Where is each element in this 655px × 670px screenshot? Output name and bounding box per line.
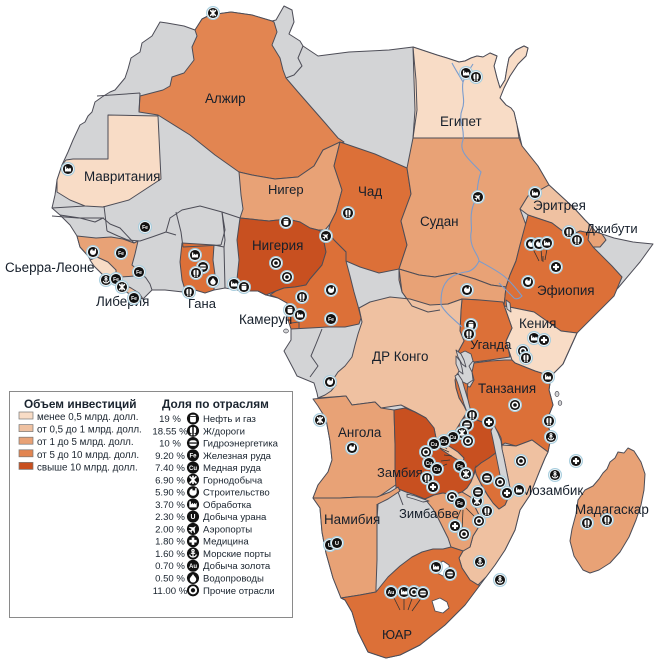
svg-text:от 1 до 5 млрд. долл.: от 1 до 5 млрд. долл. bbox=[37, 437, 134, 448]
svg-text:1.80 %: 1.80 % bbox=[155, 537, 185, 548]
svg-text:2.30 %: 2.30 % bbox=[155, 512, 185, 523]
svg-text:19 %: 19 % bbox=[159, 414, 181, 425]
svg-text:Прочие отрасли: Прочие отрасли bbox=[203, 586, 275, 597]
svg-text:Железная руда: Железная руда bbox=[203, 451, 272, 462]
svg-text:менее 0,5 млрд. долл.: менее 0,5 млрд. долл. bbox=[37, 412, 139, 423]
svg-text:10 %: 10 % bbox=[159, 439, 181, 450]
svg-text:Гана: Гана bbox=[188, 296, 217, 311]
svg-text:ЮАР: ЮАР bbox=[382, 627, 412, 642]
svg-text:свыше 10 млрд. долл.: свыше 10 млрд. долл. bbox=[37, 462, 138, 473]
svg-text:Камерун: Камерун bbox=[239, 312, 292, 327]
svg-text:Доля по отраслям: Доля по отраслям bbox=[162, 397, 269, 411]
svg-text:Ангола: Ангола bbox=[338, 425, 382, 440]
svg-text:Эфиопия: Эфиопия bbox=[537, 283, 595, 298]
svg-text:Либерия: Либерия bbox=[96, 294, 149, 309]
svg-text:Ж/дороги: Ж/дороги bbox=[203, 426, 245, 437]
svg-text:Танзания: Танзания bbox=[478, 381, 536, 396]
svg-text:2.00 %: 2.00 % bbox=[155, 524, 185, 535]
svg-text:Алжир: Алжир bbox=[205, 91, 246, 106]
svg-text:Чад: Чад bbox=[358, 184, 382, 199]
svg-text:Уганда: Уганда bbox=[470, 337, 512, 352]
svg-text:Замбия: Замбия bbox=[377, 465, 423, 480]
svg-text:Морские порты: Морские порты bbox=[203, 549, 271, 560]
svg-text:11.00 %: 11.00 % bbox=[153, 586, 188, 597]
svg-text:Объем инвестиций: Объем инвестиций bbox=[24, 397, 137, 411]
svg-text:Зимбабве: Зимбабве bbox=[399, 506, 459, 521]
svg-text:Эритрея: Эритрея bbox=[533, 198, 586, 213]
svg-text:ДР Конго: ДР Конго bbox=[372, 349, 428, 364]
svg-text:7.40 %: 7.40 % bbox=[155, 463, 185, 474]
svg-text:Горнодобыча: Горнодобыча bbox=[203, 475, 263, 486]
svg-text:Обработка: Обработка bbox=[203, 500, 252, 511]
svg-text:5.90 %: 5.90 % bbox=[155, 488, 185, 499]
svg-text:9.20 %: 9.20 % bbox=[155, 451, 185, 462]
svg-text:Аэропорты: Аэропорты bbox=[203, 524, 252, 535]
svg-text:Медицина: Медицина bbox=[203, 537, 249, 548]
svg-text:Нигер: Нигер bbox=[268, 182, 304, 197]
svg-text:3.70 %: 3.70 % bbox=[155, 500, 185, 511]
svg-text:Добыча урана: Добыча урана bbox=[203, 512, 267, 523]
svg-text:Медная руда: Медная руда bbox=[203, 463, 262, 474]
svg-text:Джибути: Джибути bbox=[586, 221, 638, 236]
svg-text:Водопроводы: Водопроводы bbox=[203, 574, 264, 585]
svg-text:0.50 %: 0.50 % bbox=[155, 574, 185, 585]
svg-text:Строительство: Строительство bbox=[203, 488, 270, 499]
svg-text:от 0,5 до 1 млрд. долл.: от 0,5 до 1 млрд. долл. bbox=[37, 425, 142, 436]
svg-text:1.60 %: 1.60 % bbox=[155, 549, 185, 560]
svg-text:Мозамбик: Мозамбик bbox=[521, 483, 583, 498]
svg-text:Гидроэнергетика: Гидроэнергетика bbox=[203, 439, 279, 450]
svg-text:18.55 %: 18.55 % bbox=[152, 426, 188, 437]
svg-text:Мадагаскар: Мадагаскар bbox=[575, 502, 649, 517]
svg-text:Судан: Судан bbox=[420, 214, 459, 229]
svg-text:Намибия: Намибия bbox=[324, 512, 380, 527]
svg-text:Египет: Египет bbox=[440, 114, 482, 129]
svg-text:от 5 до 10 млрд. долл.: от 5 до 10 млрд. долл. bbox=[37, 450, 139, 461]
svg-text:Сьерра-Леоне: Сьерра-Леоне bbox=[5, 260, 94, 275]
svg-text:Мавритания: Мавритания bbox=[84, 169, 160, 184]
svg-text:Добыча золота: Добыча золота bbox=[203, 561, 271, 572]
svg-text:0.70 %: 0.70 % bbox=[155, 561, 185, 572]
svg-text:Кения: Кения bbox=[519, 316, 556, 331]
svg-text:6.90 %: 6.90 % bbox=[155, 475, 185, 486]
svg-text:Нигерия: Нигерия bbox=[252, 238, 303, 253]
svg-text:Нефть и газ: Нефть и газ bbox=[203, 414, 257, 425]
